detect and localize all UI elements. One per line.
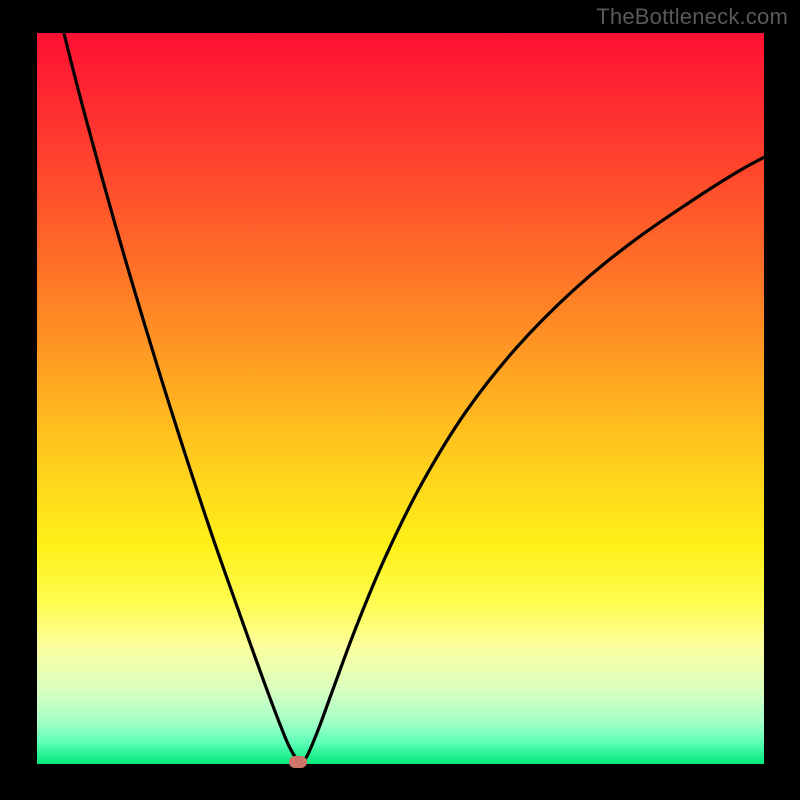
chart-frame: TheBottleneck.com: [0, 0, 800, 800]
plot-area: [37, 33, 764, 764]
curve-layer: [37, 33, 764, 764]
bottleneck-curve-right: [300, 157, 764, 764]
optimum-marker: [289, 756, 307, 768]
watermark-text: TheBottleneck.com: [596, 4, 788, 30]
bottleneck-curve-left: [64, 33, 300, 764]
